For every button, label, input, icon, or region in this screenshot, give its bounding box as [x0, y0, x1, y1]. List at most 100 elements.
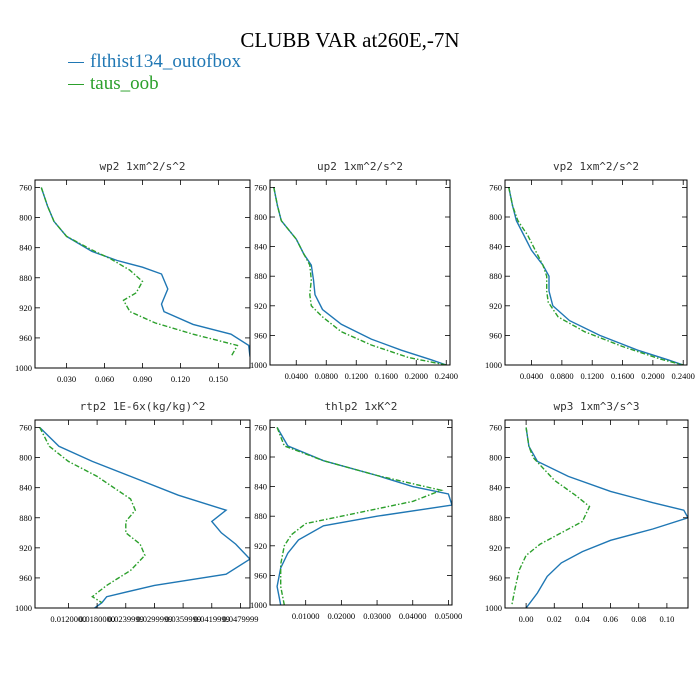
x-tick-label: 0.0359999 [165, 614, 201, 624]
plot-frame [504, 419, 689, 609]
panel-title: wp3 1xm^3/s^3 [553, 400, 639, 413]
x-tick-label: 0.0299999 [136, 614, 172, 624]
legend-entry-1: flthist134_outofbox [68, 51, 241, 73]
chart-title: CLUBB VAR at260E,-7N [240, 28, 460, 52]
y-tick-label: 840 [489, 483, 502, 493]
x-tick-label: 0.08 [631, 614, 646, 624]
y-tick-label: 880 [19, 273, 32, 283]
plot-frame [34, 419, 251, 609]
panel-5: thlp2 1xK^2 760 800 840 880 920 960 1000 0.01000… [250, 400, 462, 621]
series-line-2 [276, 427, 444, 605]
y-tick-label: 920 [489, 301, 502, 311]
x-tick-label: 0.00 [519, 614, 534, 624]
y-tick-label: 960 [489, 573, 502, 583]
x-tick-label: 0.2000 [641, 371, 664, 381]
x-tick-label: 0.150 [209, 374, 228, 384]
y-tick-label: 1000 [15, 363, 32, 373]
series-line-1 [508, 187, 684, 365]
y-tick-label: 1000 [485, 360, 502, 370]
x-tick-label: 0.04000 [399, 611, 427, 621]
series-line-1 [276, 427, 452, 605]
x-tick-label: 0.0239999 [108, 614, 144, 624]
y-tick-label: 760 [254, 422, 267, 432]
x-tick-label: 0.03000 [363, 611, 391, 621]
y-tick-label: 960 [489, 330, 502, 340]
y-tick-label: 920 [254, 301, 267, 311]
x-tick-label: 0.0400 [520, 371, 543, 381]
y-tick-label: 920 [254, 541, 267, 551]
panel-title: up2 1xm^2/s^2 [317, 160, 403, 173]
x-tick-label: 0.2000 [405, 371, 428, 381]
y-tick-label: 800 [254, 212, 267, 222]
y-tick-label: 960 [254, 330, 267, 340]
y-tick-label: 960 [19, 333, 32, 343]
x-tick-label: 0.02 [547, 614, 562, 624]
x-tick-label: 0.2400 [435, 371, 458, 381]
y-tick-label: 1000 [250, 360, 267, 370]
x-tick-label: 0.060 [95, 374, 114, 384]
y-tick-label: 760 [19, 183, 32, 193]
x-tick-label: 0.10 [659, 614, 674, 624]
series-line-2 [40, 187, 239, 358]
y-tick-label: 880 [19, 513, 32, 523]
series-line-1 [273, 187, 447, 365]
y-tick-label: 840 [19, 483, 32, 493]
y-tick-label: 840 [19, 243, 32, 253]
x-tick-label: 0.0400 [285, 371, 308, 381]
series-line-2 [508, 187, 684, 365]
y-tick-label: 800 [19, 453, 32, 463]
y-tick-label: 880 [254, 511, 267, 521]
x-tick-label: 0.030 [57, 374, 76, 384]
y-tick-label: 920 [489, 543, 502, 553]
y-tick-label: 840 [489, 242, 502, 252]
series-line-1 [39, 427, 250, 608]
y-tick-label: 800 [19, 213, 32, 223]
panel-1: wp2 1xm^2/s^2 760 800 840 880 920 960 1000 0.030… [15, 160, 251, 384]
y-tick-label: 920 [19, 543, 32, 553]
y-tick-label: 880 [254, 271, 267, 281]
y-tick-label: 840 [254, 242, 267, 252]
x-tick-label: 0.0479999 [222, 614, 258, 624]
x-tick-label: 0.0419999 [194, 614, 230, 624]
x-tick-label: 0.0800 [315, 371, 338, 381]
x-tick-label: 0.02000 [328, 611, 356, 621]
x-tick-label: 0.1200 [345, 371, 368, 381]
x-tick-label: 0.05000 [435, 611, 463, 621]
y-tick-label: 760 [19, 423, 32, 433]
x-tick-label: 0.06 [603, 614, 618, 624]
x-tick-label: 0.0120000 [50, 614, 86, 624]
series-line-2 [39, 427, 146, 604]
panel-2: up2 1xm^2/s^2 760 800 840 880 920 960 1000 0.040… [250, 160, 458, 381]
x-tick-label: 0.1200 [581, 371, 604, 381]
y-tick-label: 800 [254, 452, 267, 462]
x-tick-label: 0.1600 [611, 371, 634, 381]
y-tick-label: 1000 [15, 603, 32, 613]
series-line-2 [511, 427, 591, 605]
y-tick-label: 1000 [250, 600, 267, 610]
panel-4: rtp2 1E-6x(kg/kg)^2 760 800 840 880 920 960 100… [15, 400, 259, 624]
legend-swatch-1 [68, 62, 84, 64]
panel-3: vp2 1xm^2/s^2 760 800 840 880 920 960 1000 0.040… [485, 160, 695, 381]
y-tick-label: 880 [489, 513, 502, 523]
series-line-1 [40, 187, 250, 357]
plot-frame [269, 179, 451, 366]
series-line-2 [273, 187, 447, 365]
panel-6: wp3 1xm^3/s^3 760 800 840 880 920 960 1000 0.00 0… [485, 400, 689, 624]
x-tick-label: 0.04 [575, 614, 591, 624]
panel-title: thlp2 1xK^2 [325, 400, 398, 413]
panel-title: rtp2 1E-6x(kg/kg)^2 [80, 400, 206, 413]
y-tick-label: 1000 [485, 603, 502, 613]
y-tick-label: 920 [19, 303, 32, 313]
x-tick-label: 0.2400 [672, 371, 695, 381]
x-tick-label: 0.120 [171, 374, 190, 384]
panel-title: wp2 1xm^2/s^2 [99, 160, 185, 173]
x-tick-label: 0.1600 [375, 371, 398, 381]
legend-swatch-2 [68, 84, 84, 86]
y-tick-label: 760 [489, 423, 502, 433]
legend-label-1: flthist134_outofbox [90, 51, 241, 72]
y-tick-label: 960 [254, 570, 267, 580]
legend-label-2: taus_oob [90, 73, 159, 94]
y-tick-label: 760 [254, 182, 267, 192]
panel-title: vp2 1xm^2/s^2 [553, 160, 639, 173]
